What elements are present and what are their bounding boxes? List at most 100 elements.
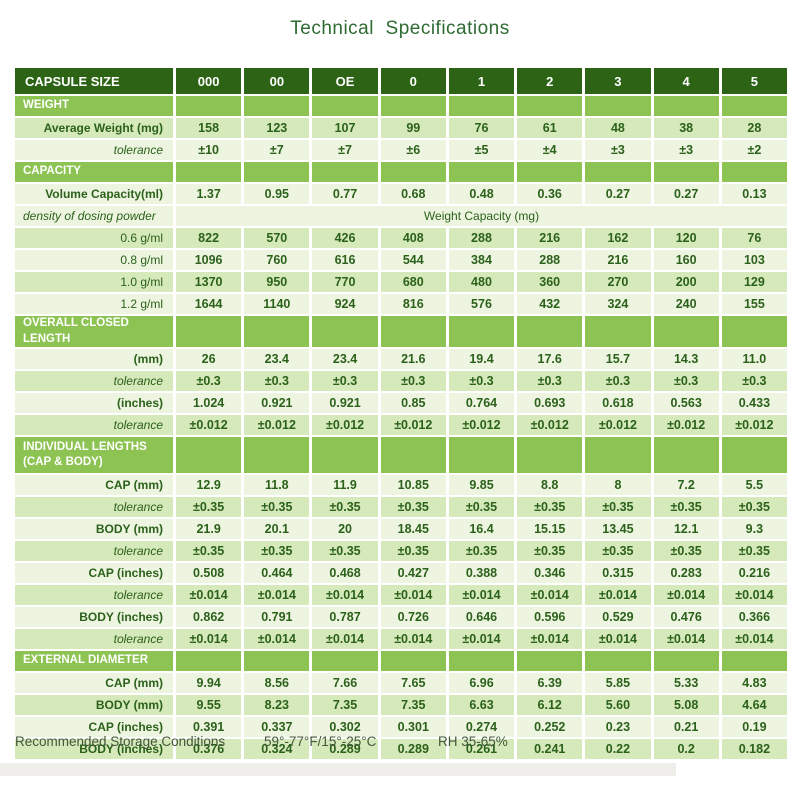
row-label: tolerance [15, 371, 173, 392]
value-cell: ±0.3 [721, 371, 787, 392]
value-cell: 0.261 [448, 739, 515, 760]
value-cell: ±0.012 [653, 415, 719, 436]
value-cell: 384 [448, 250, 515, 270]
value-cell: 38 [653, 118, 719, 138]
section-cell [585, 162, 651, 182]
table-row: BODY (inches) 0.862 0.791 0.787 0.726 0.646 0.… [15, 607, 787, 628]
value-cell: 0.464 [244, 563, 310, 584]
value-cell: 61 [517, 118, 583, 138]
value-cell: 770 [312, 272, 378, 292]
section-cell [448, 162, 515, 182]
row-label: 1.0 g/ml [15, 272, 173, 292]
value-cell: 270 [585, 272, 651, 292]
value-cell: 6.63 [448, 695, 515, 716]
value-cell: 4.83 [721, 673, 787, 694]
section-cell [721, 651, 787, 672]
value-cell: ±0.35 [585, 541, 651, 562]
section-label: OVERALL CLOSED LENGTH [15, 316, 173, 348]
row-label: CAP (inches) [15, 563, 173, 584]
section-cell [380, 162, 446, 182]
value-cell: ±3 [653, 140, 719, 160]
value-cell: 480 [448, 272, 515, 292]
size-column-header: 4 [653, 68, 719, 94]
value-cell: 19.4 [448, 349, 515, 370]
value-cell: 0.508 [176, 563, 242, 584]
table-row: tolerance ±0.3 ±0.3 ±0.3 ±0.3 ±0.3 ±0.3 ±0.3 ±0.… [15, 371, 787, 392]
table-row: tolerance ±0.014 ±0.014 ±0.014 ±0.014 ±0.014 ±… [15, 629, 787, 650]
value-cell: 822 [176, 228, 242, 248]
section-cell [312, 437, 378, 474]
row-label: CAP (inches) [15, 717, 173, 738]
value-cell: 0.23 [585, 717, 651, 738]
value-cell: ±0.012 [448, 415, 515, 436]
value-cell: 360 [517, 272, 583, 292]
value-cell: 216 [517, 228, 583, 248]
row-label: tolerance [15, 629, 173, 650]
row-label: BODY (mm) [15, 695, 173, 716]
value-cell: ±0.014 [585, 629, 651, 650]
value-cell: 23.4 [312, 349, 378, 370]
value-cell: 0.388 [448, 563, 515, 584]
section-cell [517, 162, 583, 182]
section-cell [585, 437, 651, 474]
value-cell: ±7 [312, 140, 378, 160]
section-cell [721, 316, 787, 348]
value-cell: 9.94 [176, 673, 242, 694]
table-row: tolerance ±0.35 ±0.35 ±0.35 ±0.35 ±0.35 ±0.35 ±… [15, 541, 787, 562]
row-label: tolerance [15, 497, 173, 518]
value-cell: ±0.014 [517, 629, 583, 650]
size-column-header: 3 [585, 68, 651, 94]
value-cell: ±0.35 [380, 497, 446, 518]
value-cell: 0.693 [517, 393, 583, 414]
table-row: 0.6 g/ml 822 570 426 408 288 216 162 120 76 [15, 228, 787, 248]
span-cell: Weight Capacity (mg) [176, 206, 787, 226]
row-label: CAP (mm) [15, 475, 173, 496]
value-cell: 7.35 [380, 695, 446, 716]
section-cell [244, 162, 310, 182]
value-cell: 0.862 [176, 607, 242, 628]
value-cell: ±0.35 [380, 541, 446, 562]
row-label: tolerance [15, 541, 173, 562]
value-cell: 0.433 [721, 393, 787, 414]
row-label: 0.8 g/ml [15, 250, 173, 270]
value-cell: 0.787 [312, 607, 378, 628]
value-cell: 1370 [176, 272, 242, 292]
value-cell: ±0.35 [244, 497, 310, 518]
section-cell [448, 651, 515, 672]
value-cell: ±0.35 [176, 497, 242, 518]
value-cell: 0.391 [176, 717, 242, 738]
value-cell: 0.726 [380, 607, 446, 628]
section-cell [448, 96, 515, 116]
value-cell: 7.2 [653, 475, 719, 496]
value-cell: 0.764 [448, 393, 515, 414]
value-cell: 616 [312, 250, 378, 270]
value-cell: ±0.012 [312, 415, 378, 436]
section-row: EXTERNAL DIAMETER [15, 651, 787, 672]
section-label: EXTERNAL DIAMETER [15, 651, 173, 672]
value-cell: 162 [585, 228, 651, 248]
value-cell: ±0.35 [517, 497, 583, 518]
size-column-header: 00 [244, 68, 310, 94]
value-cell: 0.283 [653, 563, 719, 584]
section-cell [244, 316, 310, 348]
value-cell: 0.301 [380, 717, 446, 738]
value-cell: 816 [380, 294, 446, 314]
value-cell: 155 [721, 294, 787, 314]
size-column-header: 0 [380, 68, 446, 94]
value-cell: 288 [517, 250, 583, 270]
value-cell: ±0.012 [585, 415, 651, 436]
value-cell: 950 [244, 272, 310, 292]
section-cell [312, 316, 378, 348]
value-cell: ±0.012 [721, 415, 787, 436]
size-column-header: 000 [176, 68, 242, 94]
value-cell: ±0.3 [312, 371, 378, 392]
value-cell: 0.315 [585, 563, 651, 584]
header-row: CAPSULE SIZE 000 00 OE 0 1 2 3 4 5 [15, 68, 787, 94]
value-cell: ±0.014 [176, 585, 242, 606]
value-cell: 0.337 [244, 717, 310, 738]
section-cell [585, 651, 651, 672]
value-cell: 0.27 [653, 184, 719, 204]
value-cell: 760 [244, 250, 310, 270]
value-cell: 924 [312, 294, 378, 314]
value-cell: ±0.012 [244, 415, 310, 436]
